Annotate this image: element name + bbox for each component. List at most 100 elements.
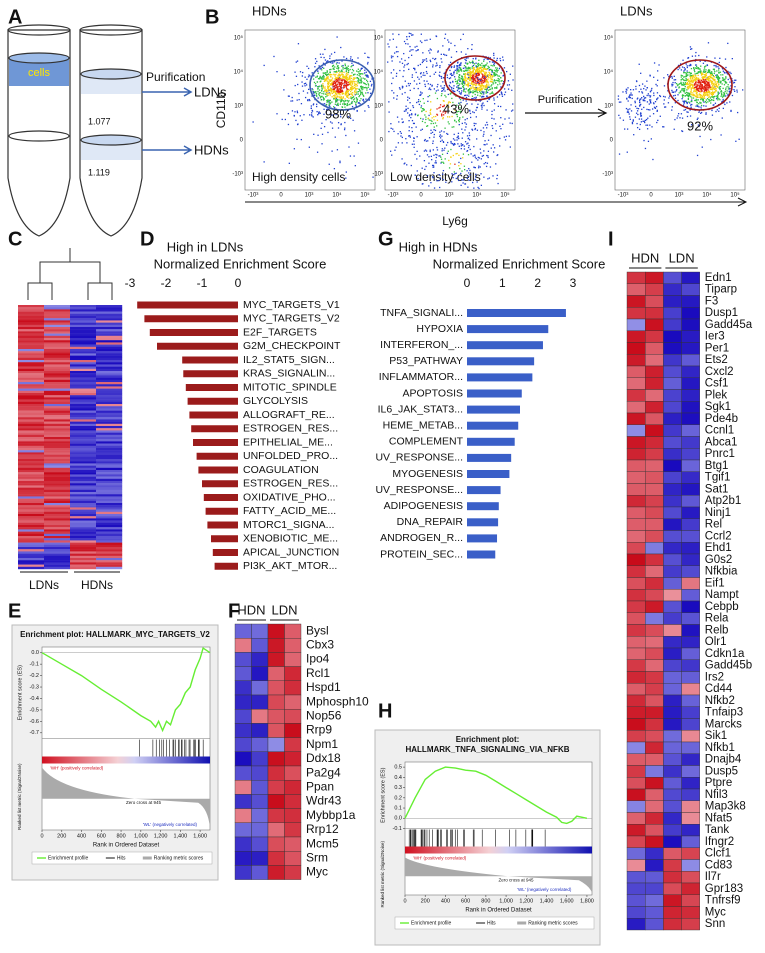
event [466,117,468,120]
heat-cell [70,353,97,356]
event [711,82,714,84]
event [363,87,366,89]
event [711,96,714,98]
event [720,93,723,95]
event [367,61,369,64]
category-label: MYOGENESIS [392,468,463,480]
heat-cell [70,390,97,394]
event [356,91,358,93]
event [688,95,690,97]
gene-label: Pnrc1 [705,448,735,460]
event [307,76,310,78]
event [424,59,426,61]
heat-cell [18,487,45,490]
event [368,106,370,108]
event [340,74,342,76]
event [708,70,710,73]
event [464,58,466,61]
event [481,103,483,105]
event [682,94,685,97]
heat-cell [18,496,45,499]
event [325,89,328,91]
heat-cell [645,424,664,437]
event [445,54,448,57]
heat-cell [96,364,123,367]
event [695,92,698,95]
event [369,92,372,94]
event [651,126,653,128]
event [328,92,330,95]
event [644,147,647,150]
event [496,79,498,82]
event [336,93,338,95]
heat-cell [251,822,269,838]
event [708,82,710,85]
event [475,58,477,60]
label: 1.119 [88,167,110,177]
event [484,73,486,75]
heat-cell [96,318,123,321]
heat-cell [681,636,700,649]
event [700,65,702,67]
heat-cell [681,424,700,437]
event [494,123,497,125]
event [649,99,651,101]
heat-cell [234,751,252,767]
event [681,98,683,100]
event [497,154,499,156]
heat-cell [645,718,664,731]
event [323,87,325,89]
annotation: 'WH' (positively correlated) [413,856,467,861]
gene-label: Ets2 [705,354,728,366]
event [359,100,361,102]
event [432,66,434,68]
heat-cell [267,765,285,781]
heat-cell [70,432,97,435]
event [336,96,338,98]
event [699,78,701,81]
event [477,71,479,74]
event [330,53,333,55]
heat-cell [18,450,45,453]
event [355,80,357,83]
event [319,97,322,99]
heat-cell [626,318,646,331]
bar [467,421,519,430]
gate [444,55,506,101]
label: Purification [146,70,205,84]
heat-cell [663,683,682,696]
event [460,70,463,72]
event [702,98,704,100]
heat-cell [96,349,123,352]
event [318,93,320,95]
event [484,65,486,67]
event [420,117,422,120]
event [698,102,700,105]
event [702,76,704,78]
event [352,85,354,87]
event [462,67,465,69]
event [731,57,733,60]
chart-title: High in LDNs [167,239,244,254]
legend-box [31,851,213,865]
event [469,174,471,176]
event [317,85,319,88]
event [340,81,342,84]
event [454,163,456,165]
event [435,162,437,164]
event [412,49,414,51]
heat-cell [681,847,700,860]
event [488,74,490,76]
event [333,68,335,71]
event [461,90,463,92]
event [713,64,715,67]
event [485,85,488,88]
event [711,86,713,88]
event [473,111,475,114]
event [460,101,462,104]
event [325,96,327,98]
event [477,156,479,159]
event [337,99,339,101]
event [338,73,340,75]
heat-cell [96,401,123,405]
